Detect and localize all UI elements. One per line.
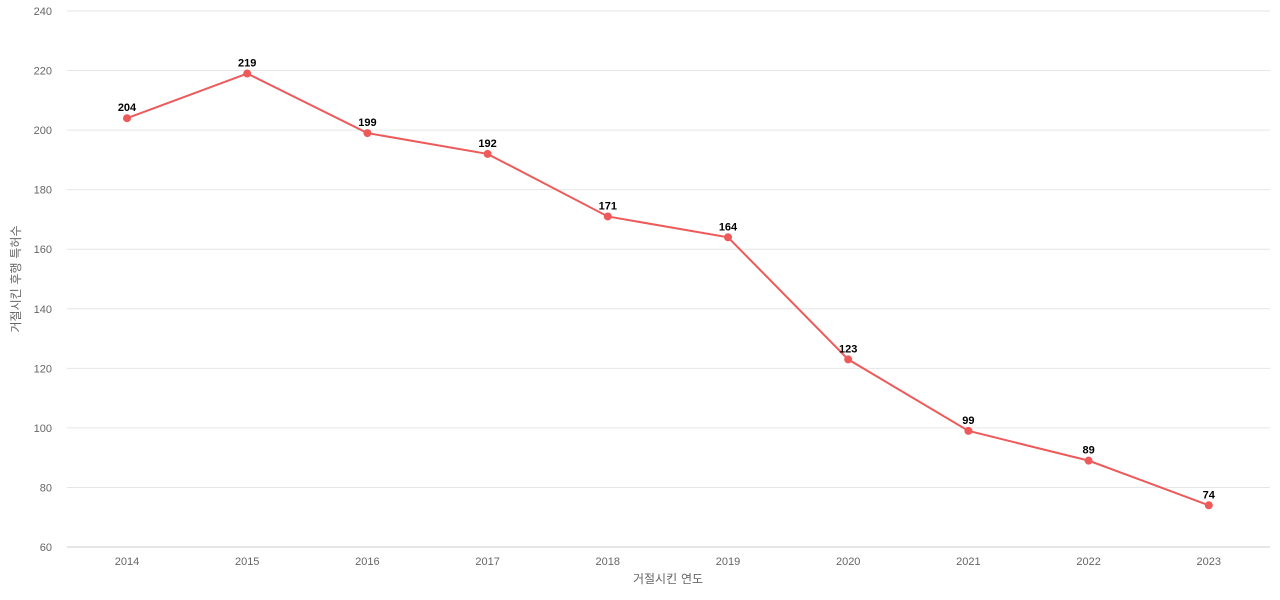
data-point [844,355,853,364]
y-tick-label: 180 [34,185,52,197]
y-tick-label: 200 [34,125,52,137]
data-label: 74 [1203,489,1216,501]
x-axis-ticks: 2014 2015 2016 2017 2018 2019 2020 2021 2022 2023 [115,556,1221,568]
data-point [1084,456,1093,465]
x-tick-label: 2018 [596,556,620,568]
data-label: 89 [1082,445,1094,457]
data-label: 99 [962,415,974,427]
y-axis-ticks: 60 80 100 120 140 160 180 200 220 240 [34,6,52,554]
y-axis-title: 거절시킨 후행 특허수 [8,226,23,333]
grid-lines [67,10,1270,488]
x-tick-label: 2017 [475,556,499,568]
data-labels: 204 219 199 192 171 164 123 99 89 74 [118,58,1216,502]
x-tick-label: 2016 [355,556,379,568]
data-point [964,426,973,435]
data-label: 164 [719,221,738,233]
x-tick-label: 2021 [956,556,980,568]
y-tick-label: 60 [40,542,52,554]
x-tick-label: 2022 [1076,556,1100,568]
y-tick-label: 240 [34,6,52,18]
data-point [243,69,252,78]
data-point [603,212,612,221]
series-layer [123,69,1213,510]
x-tick-label: 2015 [235,556,259,568]
y-tick-label: 220 [34,66,52,78]
data-point [483,149,492,158]
data-label: 123 [839,343,857,355]
data-point [363,129,372,138]
data-label: 192 [478,138,496,150]
x-tick-label: 2014 [115,556,139,568]
x-tick-label: 2020 [836,556,860,568]
y-tick-label: 100 [34,423,52,435]
data-label: 219 [238,58,256,70]
data-label: 171 [599,200,617,212]
data-label: 199 [358,117,376,129]
data-point [123,114,131,123]
series-line [126,72,1210,507]
y-tick-label: 80 [40,482,52,494]
data-label: 204 [118,102,137,114]
y-tick-label: 120 [34,363,52,375]
x-tick-label: 2019 [716,556,740,568]
y-tick-label: 140 [34,304,52,316]
y-tick-label: 160 [34,244,52,256]
data-point [724,233,732,242]
x-tick-label: 2023 [1197,556,1221,568]
x-axis-title: 거절시킨 연도 [633,572,703,586]
data-point [1204,501,1213,510]
